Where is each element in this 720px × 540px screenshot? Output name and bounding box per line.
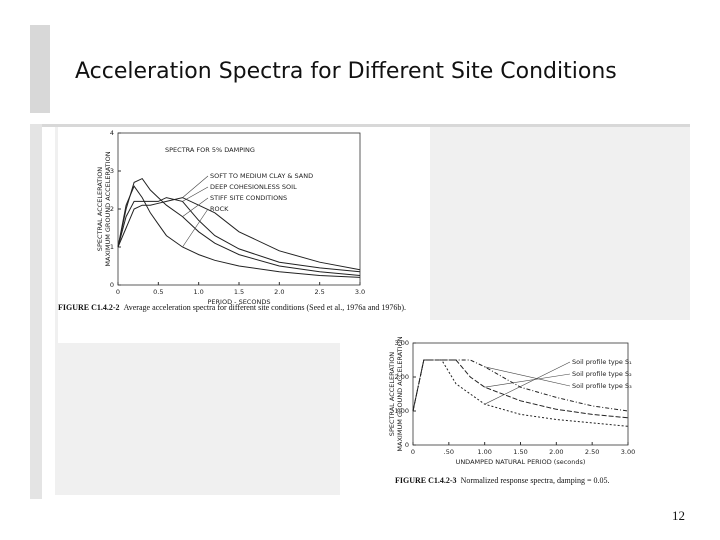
legend-leader [484, 366, 571, 387]
legend-leader [182, 197, 209, 217]
legend-label: Soil profile type S₃ [572, 382, 632, 390]
caption: FIGURE C1.4.2-3 Normalized response spect… [395, 476, 609, 485]
series-line [412, 359, 629, 419]
x-tick-label: 3.00 [621, 448, 635, 456]
x-axis-label: PERIOD - SECONDS [208, 298, 271, 306]
x-tick-label: 2.0 [274, 288, 284, 296]
slide-title: Acceleration Spectra for Different Site … [75, 59, 617, 84]
series-line [117, 185, 361, 278]
deco-bar-left [30, 124, 42, 499]
caption-label: FIGURE C1.4.2-2 [58, 303, 120, 312]
legend-leader [484, 373, 571, 388]
legend-label: ROCK [210, 205, 229, 213]
panel [55, 320, 340, 495]
legend-label: Soil profile type S₁ [572, 358, 632, 366]
legend-label: Soil profile type S₂ [572, 370, 632, 378]
series-line [412, 359, 629, 427]
y-tick-label: 2.00 [395, 373, 409, 381]
x-tick-label: .50 [444, 448, 454, 456]
y-tick-label: 3 [110, 167, 114, 175]
legend-leader [182, 175, 209, 198]
legend-leader [182, 186, 209, 202]
y-tick-label: 1.00 [395, 407, 409, 415]
x-tick-label: 1.5 [234, 288, 244, 296]
x-tick-label: 3.0 [355, 288, 365, 296]
deco-line [30, 124, 690, 127]
x-tick-label: 0.5 [153, 288, 163, 296]
caption-text: Normalized response spectra, damping = 0… [461, 476, 610, 485]
caption: FIGURE C1.4.2-2 Average acceleration spec… [58, 303, 406, 312]
x-tick-label: 1.00 [477, 448, 491, 456]
y-tick-label: 0 [405, 441, 409, 449]
caption-label: FIGURE C1.4.2-3 [395, 476, 457, 485]
figure-2 [340, 320, 690, 495]
x-tick-label: 2.50 [585, 448, 599, 456]
x-tick-label: 1.50 [513, 448, 527, 456]
series-line [117, 177, 361, 276]
series-line [117, 197, 361, 273]
legend-label: SOFT TO MEDIUM CLAY & SAND [210, 172, 313, 180]
legend-leader [484, 361, 571, 405]
legend-leader [182, 208, 209, 248]
y-tick-label: 1 [110, 243, 114, 251]
legend-label: DEEP COHESIONLESS SOIL [210, 183, 297, 191]
x-tick-label: 0 [411, 448, 415, 456]
y-axis-label: SPECTRAL ACCELERATION [96, 167, 104, 251]
page-number: 12 [672, 508, 685, 523]
x-tick-label: 1.0 [193, 288, 203, 296]
y-tick-label: 4 [110, 129, 114, 137]
y-axis-label: MAXIMUM GROUND ACCELERATION [396, 336, 404, 451]
x-tick-label: 2.5 [314, 288, 324, 296]
legend-label: STIFF SITE CONDITIONS [210, 194, 287, 202]
y-axis-label: MAXIMUM GROUND ACCELERATION [104, 151, 112, 266]
y-tick-label: 2 [110, 205, 114, 213]
x-axis-label: UNDAMPED NATURAL PERIOD (seconds) [456, 458, 586, 466]
y-tick-label: 3.00 [395, 339, 409, 347]
y-tick-label: 0 [110, 281, 114, 289]
deco-bar [30, 25, 50, 113]
annotation: SPECTRA FOR 5% DAMPING [165, 146, 255, 154]
caption-text: Average acceleration spectra for differe… [124, 303, 406, 312]
x-tick-label: 2.00 [549, 448, 563, 456]
y-axis-label: SPECTRAL ACCELERATION [388, 352, 396, 436]
x-tick-label: 0 [116, 288, 120, 296]
